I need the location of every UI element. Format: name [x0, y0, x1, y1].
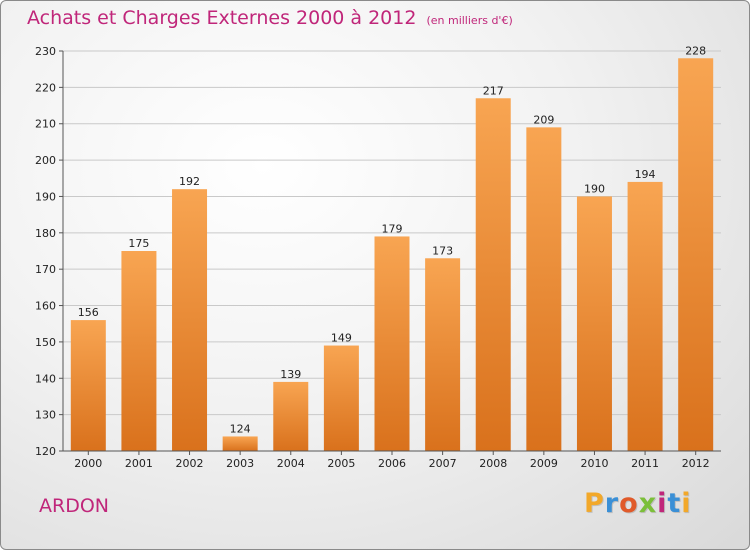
x-tick-label: 2008	[479, 457, 507, 470]
x-tick-label: 2004	[277, 457, 305, 470]
x-tick-label: 2010	[580, 457, 608, 470]
y-tick-label: 130	[35, 409, 56, 422]
brand-logo: Proxiti	[584, 488, 692, 519]
y-tick-label: 160	[35, 300, 56, 313]
bar	[222, 436, 258, 451]
axes: 120 130 140 150 160 170 180 190 200 210 220 230 2000…	[35, 45, 721, 470]
bar	[273, 381, 309, 451]
chart-subtitle: (en milliers d'€)	[426, 14, 513, 27]
y-tick-label: 120	[35, 445, 56, 458]
brand-letter: r	[604, 488, 620, 519]
x-tick-label: 2009	[530, 457, 558, 470]
data-label: 124	[230, 422, 251, 435]
data-label: 173	[432, 244, 453, 257]
brand-letter: t	[667, 488, 682, 519]
data-label: 156	[78, 306, 99, 319]
x-tick-label: 2011	[631, 457, 659, 470]
brand-text: Proxiti	[584, 488, 692, 519]
chart-title-text: Achats et Charges Externes 2000 à 2012	[27, 7, 417, 29]
brand-letter: x	[638, 488, 658, 519]
bar	[374, 236, 410, 451]
bar	[172, 189, 208, 451]
data-label: 194	[635, 168, 656, 181]
bar	[678, 58, 714, 451]
x-tick-label: 2001	[125, 457, 153, 470]
y-tick-label: 140	[35, 372, 56, 385]
brand-letter: o	[619, 488, 639, 519]
data-label: 217	[483, 84, 504, 97]
bar	[425, 258, 461, 451]
data-label: 175	[128, 237, 149, 250]
bars: 156 175 192 124 139 149 179 173 217 209 190 194 228	[70, 44, 714, 451]
bar	[323, 345, 359, 451]
brand-letter: P	[584, 488, 605, 519]
chart-title: Achats et Charges Externes 2000 à 2012 (e…	[27, 7, 513, 29]
data-label: 209	[533, 113, 554, 126]
bar	[475, 98, 511, 451]
data-label: 192	[179, 175, 200, 188]
y-tick-label: 230	[35, 45, 56, 58]
data-label: 228	[685, 44, 706, 57]
data-label: 190	[584, 182, 605, 195]
y-tick-label: 180	[35, 227, 56, 240]
y-tick-label: 170	[35, 263, 56, 276]
x-tick-label: 2003	[226, 457, 254, 470]
x-tick-label: 2000	[74, 457, 102, 470]
x-tick-label: 2007	[429, 457, 457, 470]
bar	[627, 181, 663, 451]
y-tick-label: 150	[35, 336, 56, 349]
bar	[70, 320, 106, 451]
y-tick-label: 190	[35, 190, 56, 203]
brand-letter: i	[681, 488, 692, 519]
x-tick-label: 2012	[682, 457, 710, 470]
brand-letter: i	[657, 488, 668, 519]
place-name: ARDON	[39, 495, 109, 517]
data-label: 139	[280, 368, 301, 381]
y-tick-label: 210	[35, 118, 56, 131]
y-tick-label: 220	[35, 81, 56, 94]
bar	[121, 251, 157, 451]
data-label: 179	[382, 222, 403, 235]
y-tick-label: 200	[35, 154, 56, 167]
data-label: 149	[331, 332, 352, 345]
bar	[526, 127, 562, 451]
x-tick-label: 2006	[378, 457, 406, 470]
x-tick-label: 2005	[327, 457, 355, 470]
x-tick-label: 2002	[176, 457, 204, 470]
bar	[576, 196, 612, 451]
